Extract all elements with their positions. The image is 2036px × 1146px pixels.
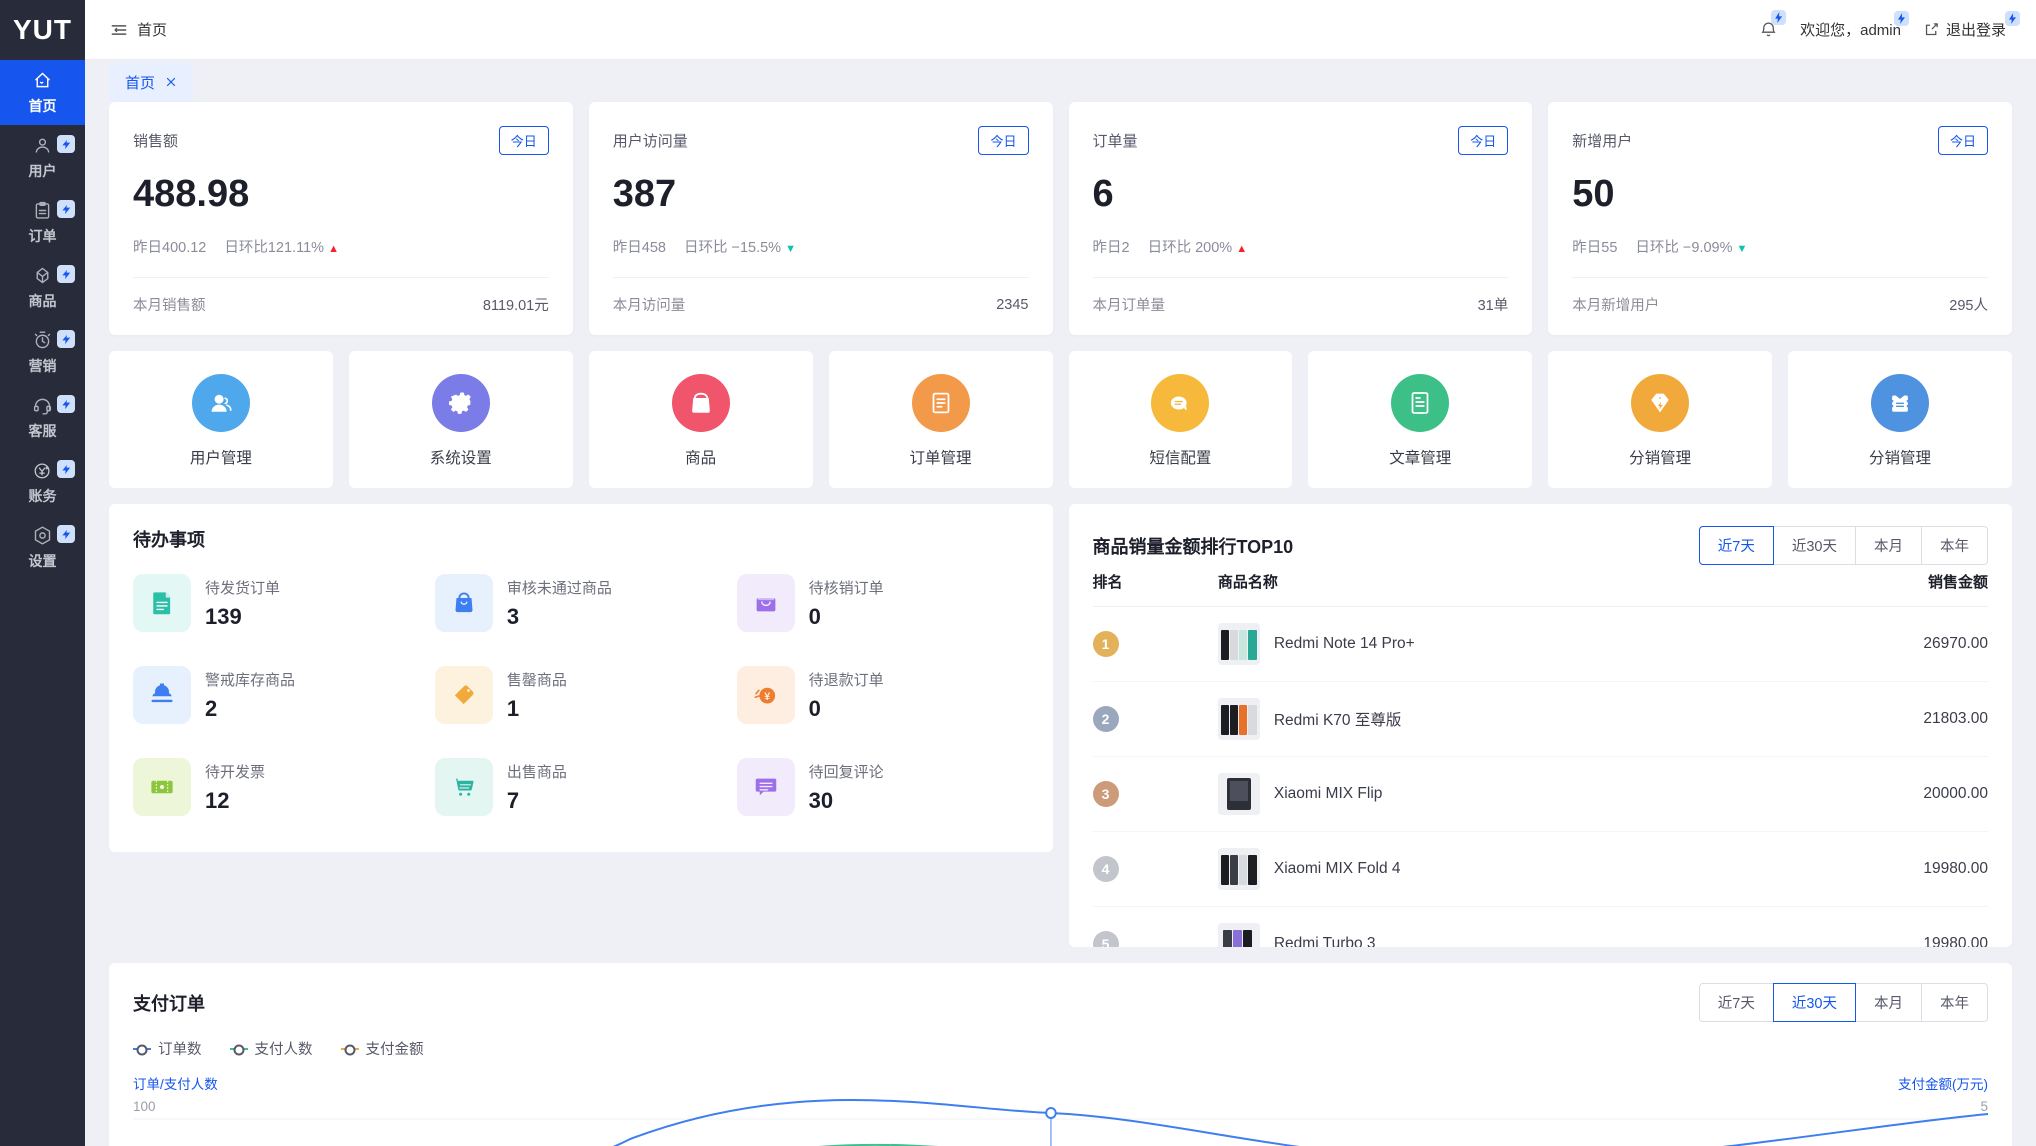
svg-text:¥: ¥ [764,691,770,703]
